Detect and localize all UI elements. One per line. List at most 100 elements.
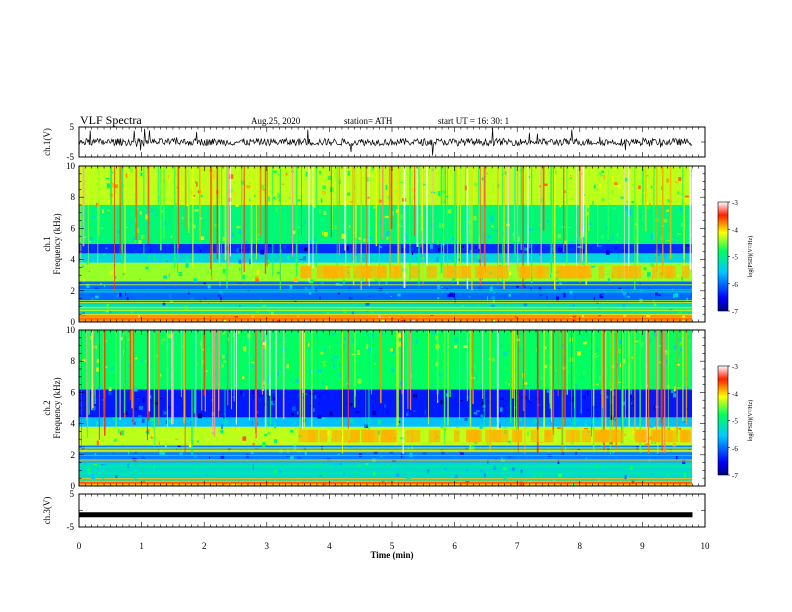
spectral-texture: [673, 240, 676, 244]
spectral-texture: [598, 171, 602, 175]
hiss-patch: [580, 265, 592, 279]
spectral-texture: [165, 260, 169, 262]
spectral-texture: [681, 276, 684, 281]
spectral-texture: [365, 301, 370, 306]
spectral-texture: [382, 256, 385, 260]
spectral-texture: [654, 303, 657, 307]
spectral-texture: [529, 228, 533, 231]
x-tick-label: 5: [390, 541, 395, 551]
spectral-texture: [142, 398, 145, 403]
spectral-texture: [338, 339, 341, 345]
spectral-texture: [504, 367, 507, 370]
spectral-texture: [445, 346, 447, 352]
spectral-texture: [264, 433, 268, 437]
spectral-texture: [96, 358, 100, 363]
spectral-texture: [165, 442, 167, 448]
spectral-texture: [679, 340, 683, 345]
spectral-texture: [96, 333, 100, 338]
spectral-texture: [175, 393, 177, 398]
spectral-texture: [500, 407, 503, 412]
spectral-texture: [96, 421, 98, 426]
spectral-texture: [250, 430, 252, 433]
spectral-texture: [289, 378, 293, 382]
spectral-texture: [242, 476, 246, 478]
spectral-texture: [686, 442, 689, 446]
spectral-texture: [568, 176, 573, 178]
spectral-texture: [196, 181, 198, 187]
spectral-texture: [314, 395, 317, 399]
spectral-texture: [266, 395, 269, 398]
spectral-texture: [505, 381, 507, 384]
hiss-patch: [331, 429, 337, 443]
spectral-texture: [657, 336, 660, 338]
spectral-texture: [625, 172, 630, 175]
spectral-texture: [273, 196, 276, 200]
spectral-texture: [266, 167, 269, 171]
spectral-texture: [357, 350, 360, 355]
spectral-texture: [293, 300, 297, 303]
spectral-texture: [546, 389, 549, 393]
y-tick-label: 6: [71, 223, 76, 233]
y-tick-label: 8: [71, 356, 76, 366]
spectral-texture: [429, 244, 433, 249]
spectral-texture: [81, 358, 86, 362]
y-axis-label: ch.1: [42, 236, 52, 251]
spectral-texture: [620, 196, 624, 199]
spectral-texture: [601, 294, 604, 297]
spectral-texture: [221, 350, 225, 354]
spectral-texture: [346, 318, 349, 322]
spectral-texture: [582, 380, 585, 383]
spectral-texture: [518, 332, 520, 334]
spectral-texture: [120, 430, 125, 436]
spectrogram-ch1: [79, 166, 692, 322]
spectral-texture: [331, 333, 336, 336]
spectral-texture: [585, 211, 589, 216]
spectral-texture: [312, 205, 316, 208]
spectral-texture: [627, 210, 632, 215]
spectral-texture: [683, 198, 688, 203]
spectral-texture: [635, 230, 638, 236]
spectral-texture: [149, 249, 151, 253]
spectral-texture: [611, 176, 615, 181]
spectral-texture: [267, 432, 271, 435]
spectral-texture: [630, 465, 633, 470]
spectral-texture: [460, 214, 465, 220]
spectral-texture: [193, 224, 196, 229]
spectral-texture: [441, 286, 443, 289]
spectral-texture: [635, 340, 640, 343]
spectral-texture: [116, 294, 119, 298]
spectral-texture: [202, 184, 205, 190]
spectral-texture: [112, 417, 116, 419]
spectral-texture: [616, 362, 619, 367]
spectral-texture: [322, 381, 324, 386]
spectral-texture: [430, 314, 434, 317]
spectral-texture: [175, 356, 179, 362]
spectral-texture: [639, 213, 642, 217]
spectral-texture: [513, 379, 517, 385]
spectral-texture: [278, 173, 280, 176]
spectral-texture: [691, 287, 692, 289]
spectral-texture: [238, 282, 243, 286]
spectral-texture: [180, 332, 184, 334]
spectral-texture: [473, 215, 477, 221]
colorbar-tick-label: -3: [732, 199, 738, 207]
spectral-texture: [675, 209, 679, 215]
spectral-texture: [139, 278, 141, 281]
spectral-texture: [202, 372, 206, 376]
x-tick-label: 10: [701, 541, 711, 551]
y-tick-label: 4: [71, 419, 76, 429]
spectral-texture: [256, 238, 260, 240]
spectral-texture: [557, 207, 560, 213]
spectral-texture: [540, 377, 545, 380]
hiss-patch: [331, 265, 339, 279]
spectral-texture: [629, 395, 633, 399]
spectral-texture: [466, 469, 468, 472]
spectral-texture: [540, 473, 543, 476]
spectral-texture: [226, 420, 228, 423]
spectral-texture: [407, 446, 410, 450]
spectral-texture: [386, 230, 391, 236]
spectral-texture: [241, 274, 246, 279]
spectral-texture: [385, 184, 387, 190]
spectral-texture: [305, 171, 308, 177]
spectral-texture: [496, 472, 499, 475]
